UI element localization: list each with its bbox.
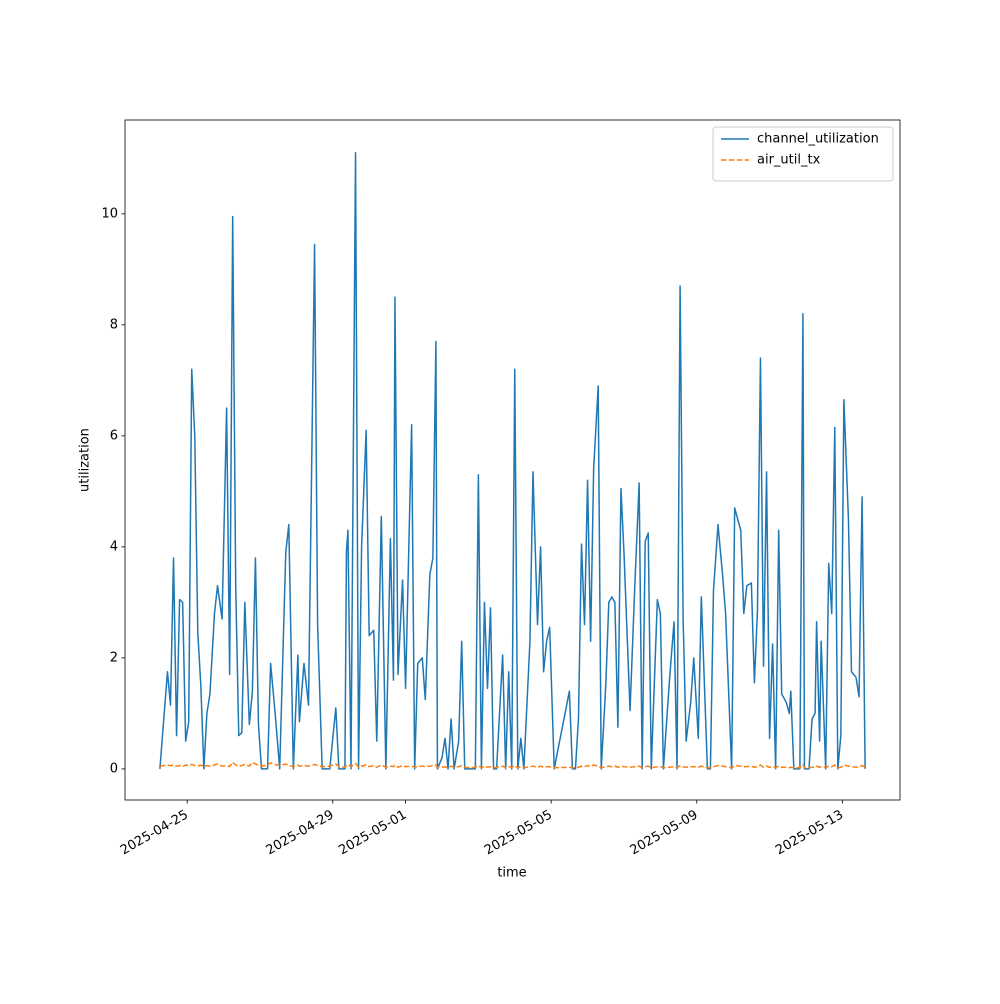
- y-axis-label: utilization: [78, 428, 93, 492]
- x-tick-label: 2025-05-05: [482, 808, 555, 859]
- legend-label: air_util_tx: [757, 153, 821, 168]
- plot-frame: [124, 119, 901, 801]
- x-tick-label: 2025-05-01: [336, 808, 409, 859]
- series-line: [159, 761, 866, 769]
- legend-label: channel_utilization: [757, 132, 879, 147]
- y-tick-label: 2: [110, 650, 118, 665]
- y-tick-label: 10: [101, 206, 118, 221]
- plot-lines: [159, 152, 866, 770]
- y-tick-label: 6: [110, 428, 118, 443]
- x-tick-label: 2025-04-25: [118, 808, 191, 859]
- y-tick-label: 0: [110, 761, 118, 776]
- x-tick-label: 2025-05-13: [773, 808, 846, 859]
- series-line: [159, 152, 866, 770]
- x-tick-label: 2025-05-09: [628, 808, 701, 859]
- x-tick-label: 2025-04-29: [264, 808, 337, 859]
- y-tick-label: 4: [110, 539, 118, 554]
- y-tick-label: 8: [110, 317, 118, 332]
- x-axis-label: time: [497, 866, 526, 881]
- legend-box: [712, 126, 894, 182]
